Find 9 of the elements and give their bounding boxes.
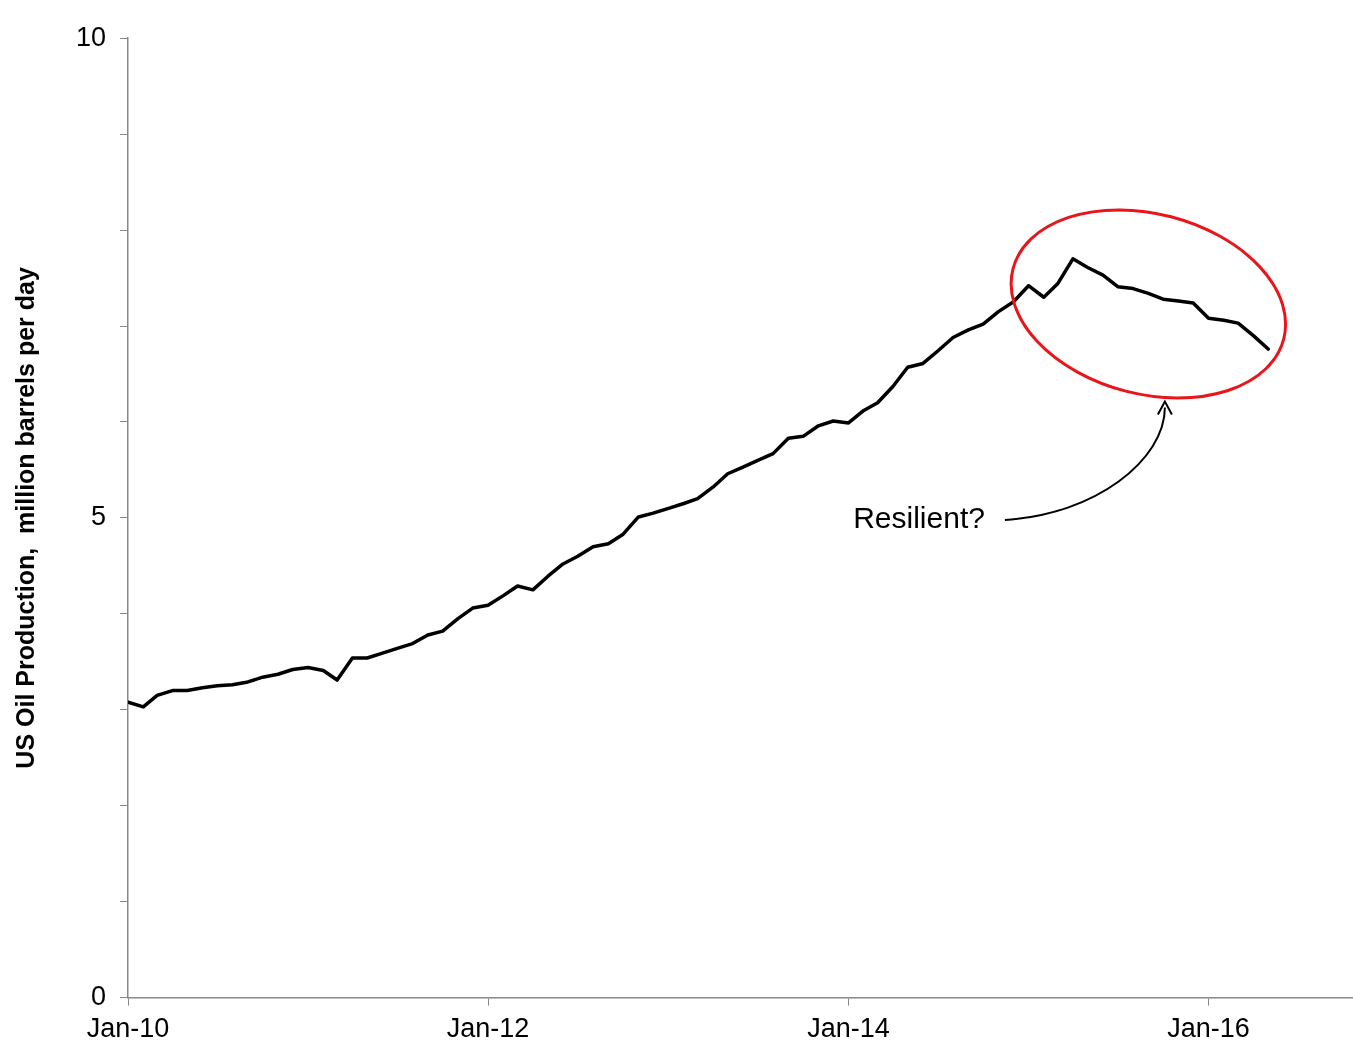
x-tick-label: Jan-16 bbox=[1167, 1013, 1250, 1044]
x-tick-label: Jan-12 bbox=[446, 1013, 530, 1044]
y-axis-title: US Oil Production, million barrels per day bbox=[10, 267, 39, 769]
y-tick-label: 5 bbox=[91, 501, 107, 532]
annotation: Resilient? bbox=[853, 499, 985, 536]
y-tick-label: 0 bbox=[91, 981, 107, 1012]
x-tick-label: Jan-14 bbox=[807, 1013, 890, 1044]
x-tick-label: Jan-10 bbox=[86, 1013, 170, 1044]
y-tick-label: 10 bbox=[75, 21, 107, 52]
